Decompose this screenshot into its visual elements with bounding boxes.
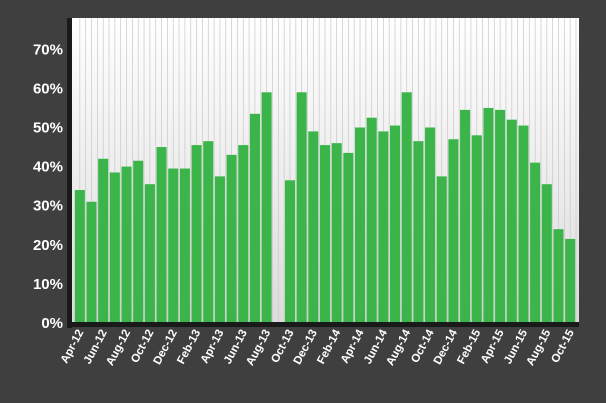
- bar-jun-15: [518, 125, 529, 323]
- bar-oct-14: [425, 127, 436, 324]
- bar-may-15: [506, 119, 517, 323]
- y-tick-label: 30%: [33, 198, 63, 215]
- bar-dec-14: [448, 139, 459, 323]
- bar-aug-15: [541, 184, 552, 323]
- bar-oct-12: [144, 184, 155, 323]
- y-axis-line: [67, 18, 72, 328]
- bar-aug-12: [121, 166, 132, 323]
- bar-sep-14: [413, 141, 424, 323]
- bar-may-12: [86, 201, 97, 323]
- y-axis-tick-labels: 0% 10% 20% 30% 40% 50% 60% 70%: [33, 41, 63, 332]
- vertical-gridlines: [79, 18, 577, 323]
- y-tick-label: 10%: [33, 276, 63, 293]
- bar-nov-13: [296, 92, 307, 323]
- y-tick-label: 70%: [33, 41, 63, 58]
- bar-oct-13: [284, 180, 296, 323]
- bar-feb-15: [471, 135, 482, 323]
- bar-jul-15: [530, 162, 541, 323]
- bar-mar-13: [203, 141, 214, 323]
- bar-jul-13: [249, 113, 260, 323]
- y-tick-label: 60%: [33, 80, 63, 97]
- bar-apr-14: [354, 127, 366, 324]
- bar-nov-14: [436, 176, 447, 323]
- bar-aug-14: [401, 92, 412, 323]
- bar-nov-12: [156, 147, 167, 323]
- bar-may-13: [226, 154, 237, 323]
- bar-dec-12: [168, 168, 179, 323]
- y-tick-label: 20%: [33, 237, 63, 254]
- bar-aug-13: [261, 92, 272, 323]
- bar-may-14: [366, 117, 377, 324]
- bar-mar-15: [483, 107, 494, 323]
- x-axis-line: [67, 322, 579, 327]
- bar-dec-13: [308, 131, 319, 323]
- bar-jun-12: [98, 158, 109, 323]
- bar-apr-15: [495, 109, 506, 323]
- bar-jan-13: [179, 168, 190, 323]
- y-tick-label: 0%: [41, 315, 63, 332]
- bar-jan-14: [319, 145, 331, 323]
- bar-oct-15: [565, 238, 576, 323]
- bar-jul-12: [109, 172, 120, 323]
- bar-feb-14: [331, 143, 342, 323]
- bar-jun-14: [378, 131, 389, 323]
- x-tick-label: Oct-15: [549, 327, 577, 365]
- y-tick-label: 40%: [33, 159, 63, 176]
- bar-jun-13: [238, 145, 249, 323]
- bar-sep-12: [133, 160, 144, 323]
- bar-apr-12: [74, 190, 85, 323]
- bar-sep-15: [553, 229, 564, 323]
- x-axis-tick-labels: Apr-12Jun-12Aug-12Oct-12Dec-12Feb-13Apr-…: [59, 327, 577, 368]
- bar-jul-14: [390, 125, 401, 323]
- bar-apr-13: [214, 176, 225, 323]
- y-tick-label: 50%: [33, 120, 63, 137]
- bar-jan-15: [460, 109, 471, 323]
- bar-series: [74, 92, 576, 324]
- bar-mar-14: [343, 152, 354, 323]
- bar-feb-13: [191, 145, 202, 323]
